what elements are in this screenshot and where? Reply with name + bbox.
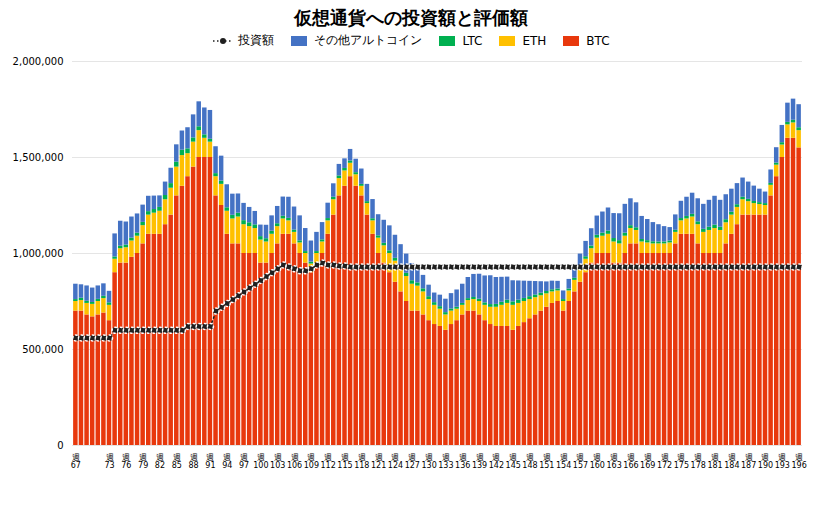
svg-text:週160: 週160: [590, 453, 605, 470]
svg-text:週136: 週136: [455, 453, 470, 470]
svg-text:1,500,000: 1,500,000: [13, 152, 64, 163]
svg-text:週193: 週193: [775, 453, 790, 470]
svg-text:週100: 週100: [253, 453, 268, 470]
svg-text:週109: 週109: [304, 453, 319, 470]
svg-text:週175: 週175: [674, 453, 689, 470]
svg-text:週148: 週148: [522, 453, 537, 470]
svg-text:週88: 週88: [189, 453, 199, 470]
svg-text:週196: 週196: [791, 453, 806, 470]
svg-text:週133: 週133: [438, 453, 453, 470]
svg-text:週91: 週91: [205, 453, 215, 470]
svg-text:週106: 週106: [287, 453, 302, 470]
html-text:LTC: LTC: [462, 33, 483, 48]
svg-text:週184: 週184: [724, 453, 739, 470]
svg-text:週151: 週151: [539, 453, 554, 470]
svg-text:週181: 週181: [707, 453, 722, 470]
svg-text:週124: 週124: [388, 453, 403, 470]
svg-text:週178: 週178: [691, 453, 706, 470]
svg-text:1,000,000: 1,000,000: [13, 248, 64, 259]
html-text:BTC: BTC: [586, 33, 610, 48]
html-text:投資額: 投資額: [238, 33, 275, 47]
svg-text:週145: 週145: [506, 453, 521, 470]
svg-text:週157: 週157: [573, 453, 588, 470]
svg-text:週130: 週130: [421, 453, 436, 470]
svg-text:週163: 週163: [606, 453, 621, 470]
svg-text:週82: 週82: [155, 453, 165, 470]
svg-text:週76: 週76: [121, 453, 131, 470]
svg-text:週154: 週154: [556, 453, 571, 470]
svg-text:週67: 週67: [71, 453, 81, 470]
svg-text:週94: 週94: [222, 453, 232, 470]
svg-text:週187: 週187: [741, 453, 756, 470]
svg-text:2,000,000: 2,000,000: [13, 56, 64, 67]
html-text:ETH: ETH: [522, 33, 547, 48]
svg-text:週166: 週166: [623, 453, 638, 470]
svg-text:週139: 週139: [472, 453, 487, 470]
html-text:仮想通貨への投資額と評価額: 仮想通貨への投資額と評価額: [294, 7, 528, 28]
svg-text:500,000: 500,000: [22, 344, 63, 355]
svg-text:週97: 週97: [239, 453, 249, 470]
svg-text:週112: 週112: [321, 453, 336, 470]
svg-text:週118: 週118: [354, 453, 369, 470]
svg-text:週121: 週121: [371, 453, 386, 470]
html-text:その他アルトコイン: その他アルトコイン: [314, 33, 423, 47]
svg-text:週127: 週127: [405, 453, 420, 470]
svg-text:週103: 週103: [270, 453, 285, 470]
svg-text:0: 0: [57, 440, 63, 451]
svg-text:週190: 週190: [758, 453, 773, 470]
svg-text:週79: 週79: [138, 453, 148, 470]
svg-text:週85: 週85: [172, 453, 182, 470]
svg-text:週172: 週172: [657, 453, 672, 470]
svg-text:週169: 週169: [640, 453, 655, 470]
svg-text:週142: 週142: [489, 453, 504, 470]
svg-text:週115: 週115: [337, 453, 352, 470]
svg-text:週73: 週73: [104, 453, 114, 470]
